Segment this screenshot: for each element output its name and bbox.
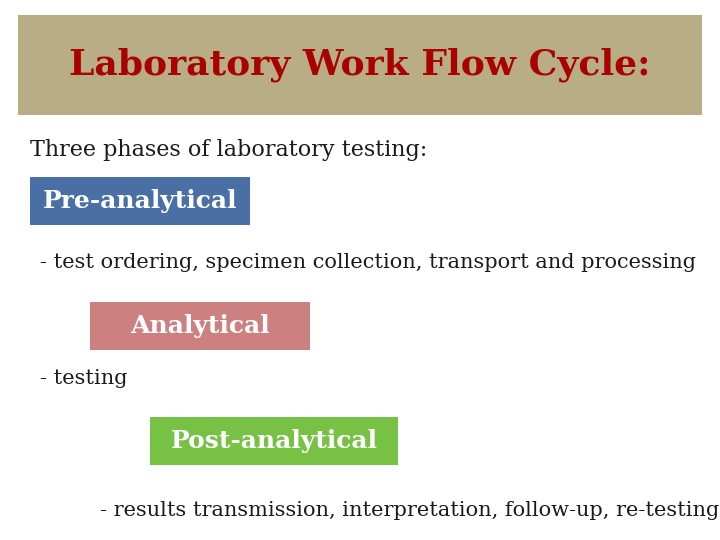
Text: - testing: - testing xyxy=(40,368,127,388)
Text: Three phases of laboratory testing:: Three phases of laboratory testing: xyxy=(30,139,427,161)
FancyBboxPatch shape xyxy=(90,302,310,350)
Text: Post-analytical: Post-analytical xyxy=(171,429,377,453)
FancyBboxPatch shape xyxy=(30,177,250,225)
FancyBboxPatch shape xyxy=(18,15,702,115)
Text: - test ordering, specimen collection, transport and processing: - test ordering, specimen collection, tr… xyxy=(40,253,696,272)
Text: Laboratory Work Flow Cycle:: Laboratory Work Flow Cycle: xyxy=(69,48,651,82)
FancyBboxPatch shape xyxy=(150,417,398,465)
Text: Pre-analytical: Pre-analytical xyxy=(42,189,238,213)
Text: Analytical: Analytical xyxy=(130,314,270,338)
Text: - results transmission, interpretation, follow-up, re-testing.: - results transmission, interpretation, … xyxy=(100,501,720,519)
